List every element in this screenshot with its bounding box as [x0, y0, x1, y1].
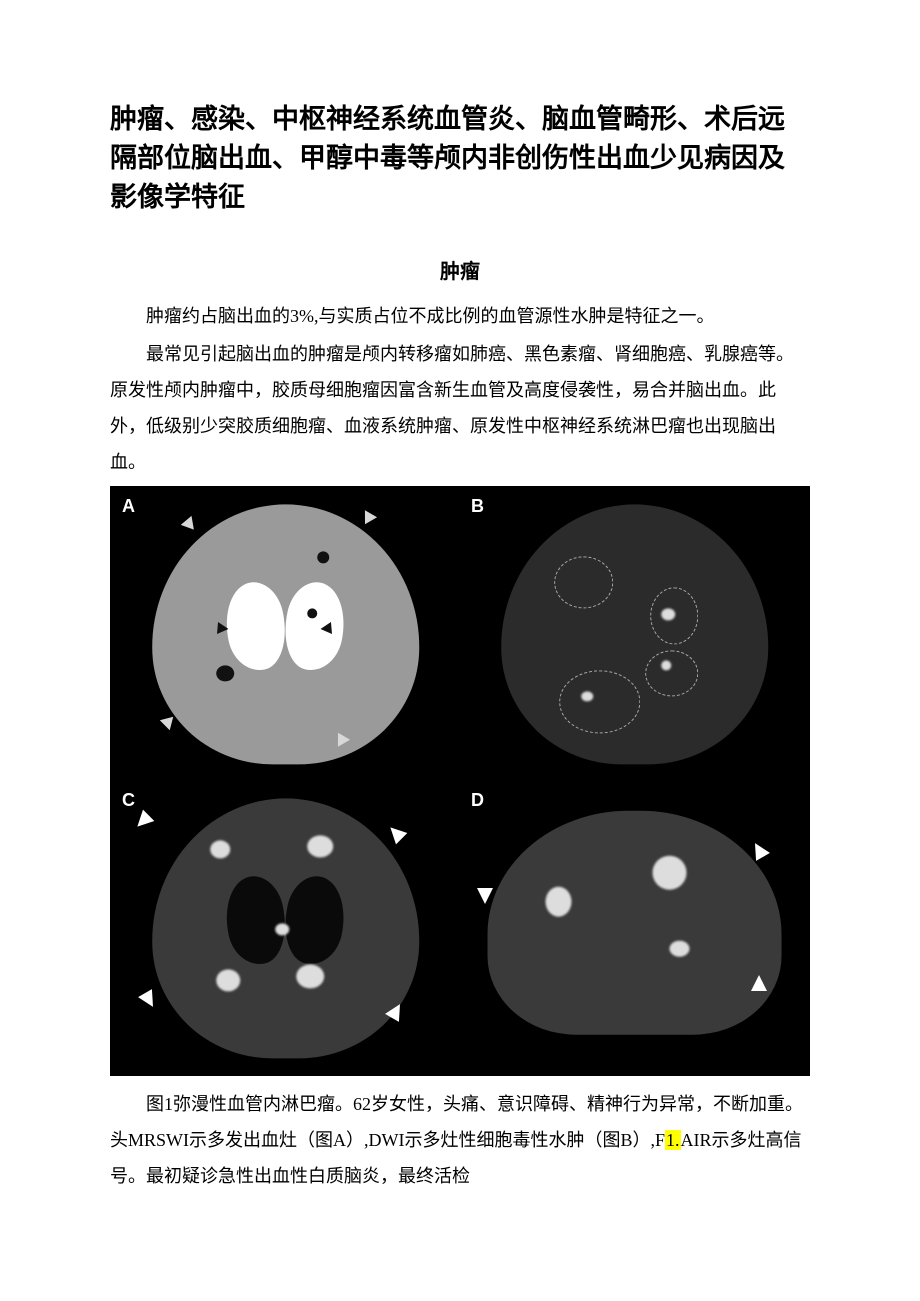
figure-panel-c: C — [114, 784, 457, 1072]
figure-1-caption: 图1弥漫性血管内淋巴瘤。62岁女性，头痛、意识障碍、精神行为异常，不断加重。头M… — [110, 1086, 810, 1194]
lesion-bright — [211, 840, 231, 858]
panel-label: C — [122, 790, 135, 811]
ventricle — [277, 871, 353, 969]
brain-shape — [501, 505, 769, 764]
brain-shape — [152, 799, 420, 1058]
lesion-bright — [670, 941, 690, 957]
arrow-white — [385, 821, 408, 844]
panel-label: D — [471, 790, 484, 811]
ventricle — [218, 577, 294, 675]
lesion-dark — [216, 666, 234, 682]
section-heading-tumor: 肿瘤 — [110, 255, 810, 284]
paragraph-1: 肿瘤约占脑出血的3%,与实质占位不成比例的血管源性水肿是特征之一。 — [110, 298, 810, 334]
arrow-dark — [320, 622, 332, 635]
annotation-oval — [554, 557, 613, 609]
panel-label: A — [122, 496, 135, 517]
arrow-dark — [217, 622, 229, 635]
lesion-dark — [318, 551, 330, 563]
arrow-white — [139, 989, 161, 1011]
brain-shape — [152, 505, 420, 764]
annotation-oval — [651, 588, 699, 645]
annotation-oval — [645, 650, 699, 697]
lesion-dark — [307, 609, 317, 619]
arrow-white — [131, 810, 154, 833]
figure-panel-a: A — [114, 490, 457, 778]
figure-1: A B C D — [110, 486, 810, 1076]
brain-shape — [487, 810, 782, 1035]
arrow-white — [751, 975, 767, 991]
arrow-white — [477, 888, 493, 904]
lesion-bright — [546, 887, 572, 917]
lesion-bright — [216, 970, 240, 992]
figure-panel-d: D — [463, 784, 806, 1072]
paragraph-2: 最常见引起脑出血的肿瘤是颅内转移瘤如肺癌、黑色素瘤、肾细胞癌、乳腺癌等。原发性颅… — [110, 336, 810, 480]
ventricle — [218, 871, 294, 969]
arrow-outline — [180, 516, 198, 534]
figure-panel-b: B — [463, 490, 806, 778]
caption-highlight: 1. — [665, 1130, 681, 1150]
annotation-oval — [560, 671, 640, 733]
panel-label: B — [471, 496, 484, 517]
lesion-bright — [652, 855, 686, 889]
document-title: 肿瘤、感染、中枢神经系统血管炎、脑血管畸形、术后远隔部位脑出血、甲醇中毒等颅内非… — [110, 100, 810, 217]
ventricle — [277, 577, 353, 675]
arrow-outline — [359, 511, 377, 528]
lesion-bright — [296, 965, 324, 989]
lesion-bright — [307, 835, 333, 857]
